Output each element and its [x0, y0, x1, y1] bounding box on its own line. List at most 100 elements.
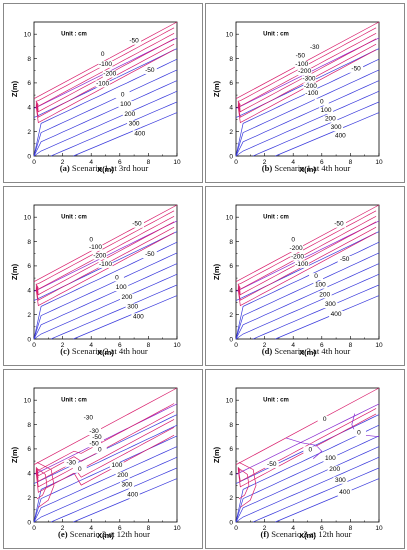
- contour-label: -50: [340, 256, 350, 263]
- x-tick-label: 2: [263, 342, 267, 349]
- contour-label: -30: [84, 415, 94, 422]
- contour-label: 400: [133, 313, 144, 320]
- contour-line: [35, 426, 175, 488]
- x-tick-label: 4: [89, 159, 93, 166]
- contour-label-bg: [122, 110, 137, 118]
- contour-line: [33, 435, 178, 523]
- contour-label-bg: [329, 124, 344, 132]
- contour-label: 0: [323, 416, 327, 423]
- x-tick-label: 4: [291, 525, 295, 532]
- contour-label: -200: [304, 83, 317, 90]
- contour-line: [33, 69, 178, 157]
- x-tick-label: 8: [147, 342, 151, 349]
- contour-label-bg: [314, 98, 329, 106]
- contour-lines: [33, 387, 178, 523]
- contour-label-bg: [289, 245, 304, 253]
- contour-label-bg: [127, 120, 142, 128]
- contour-line: [285, 437, 323, 459]
- contour-label: 200: [117, 472, 128, 479]
- contour-line: [235, 90, 380, 157]
- contour-label-bg: [337, 488, 352, 496]
- contour-line: [73, 478, 178, 523]
- contour-label-bg: [89, 434, 104, 442]
- y-tick-label: 0: [27, 153, 31, 160]
- x-tick-label: 0: [32, 159, 36, 166]
- contour-line: [33, 273, 178, 340]
- y-tick-label: 0: [229, 153, 233, 160]
- x-tick-label: 8: [349, 525, 353, 532]
- y-tick-label: 10: [226, 214, 234, 221]
- contour-line: [235, 21, 380, 100]
- contour-label: 400: [331, 311, 342, 318]
- contour-label-bg: [87, 440, 102, 448]
- contour-line: [237, 413, 377, 488]
- contour-label-bg: [337, 256, 352, 264]
- contour-label-bg: [92, 446, 107, 454]
- plot-frame: [33, 387, 178, 523]
- contour-label: 100: [112, 462, 123, 469]
- y-tick-label: 10: [226, 31, 234, 38]
- contour-label-bg: [323, 301, 338, 309]
- contour-label: 300: [331, 124, 342, 131]
- contour-label: -50: [92, 434, 102, 441]
- contour-label: -50: [89, 440, 99, 447]
- contour-label-bg: [95, 80, 110, 88]
- contour-line: [33, 21, 178, 100]
- contour-label: 0: [101, 51, 105, 58]
- plot-frame: [33, 204, 178, 340]
- contour-label: -300: [302, 75, 315, 82]
- contour-label: -30: [66, 460, 76, 467]
- contour-line: [237, 232, 377, 307]
- contour-label: -50: [145, 251, 155, 258]
- y-tick-label: 6: [27, 263, 31, 270]
- y-axis-label: Z(m): [10, 80, 19, 97]
- contour-line: [237, 408, 377, 482]
- contour-label: -200: [103, 71, 116, 78]
- contour-label-bg: [329, 310, 344, 318]
- contour-line: [35, 419, 175, 482]
- contour-line: [35, 27, 175, 105]
- contour-line: [33, 263, 178, 340]
- contour-label-bg: [119, 293, 134, 301]
- contour-line: [235, 80, 380, 157]
- x-tick-label: 2: [61, 525, 65, 532]
- y-tick-label: 2: [229, 495, 233, 502]
- y-tick-label: 4: [229, 288, 233, 295]
- x-tick-label: 4: [291, 342, 295, 349]
- y-tick-label: 10: [24, 214, 32, 221]
- contour-label: -100: [89, 244, 102, 251]
- x-axis-label: X(m): [299, 165, 316, 174]
- contour-label-bg: [88, 243, 103, 251]
- contour-label: -100: [99, 61, 112, 68]
- x-tick-label: 4: [89, 342, 93, 349]
- contour-label-bg: [72, 465, 87, 473]
- y-tick-label: 2: [27, 129, 31, 136]
- contour-label: 400: [339, 489, 350, 496]
- contour-line: [275, 112, 380, 157]
- contour-line: [35, 49, 175, 124]
- contour-label: 0: [121, 91, 125, 98]
- contour-line: [237, 215, 377, 290]
- y-tick-label: 4: [229, 471, 233, 478]
- contour-line: [50, 467, 178, 523]
- y-tick-label: 10: [24, 31, 32, 38]
- contour-label: -50: [132, 221, 142, 228]
- contour-label: -50: [129, 38, 139, 45]
- contour-label-bg: [319, 107, 334, 115]
- contour-line: [33, 90, 178, 157]
- x-tick-label: 0: [32, 342, 36, 349]
- contour-label-bg: [115, 471, 130, 479]
- contour-label-bg: [98, 260, 113, 268]
- x-tick-label: 6: [118, 342, 122, 349]
- contour-line: [275, 478, 380, 523]
- y-tick-label: 0: [229, 336, 233, 343]
- contour-line: [36, 461, 55, 508]
- contour-label-bg: [109, 462, 124, 470]
- contour-label: -200: [298, 68, 311, 75]
- contour-line: [35, 411, 175, 477]
- contour-line: [35, 403, 175, 471]
- x-tick-label: 10: [173, 525, 181, 532]
